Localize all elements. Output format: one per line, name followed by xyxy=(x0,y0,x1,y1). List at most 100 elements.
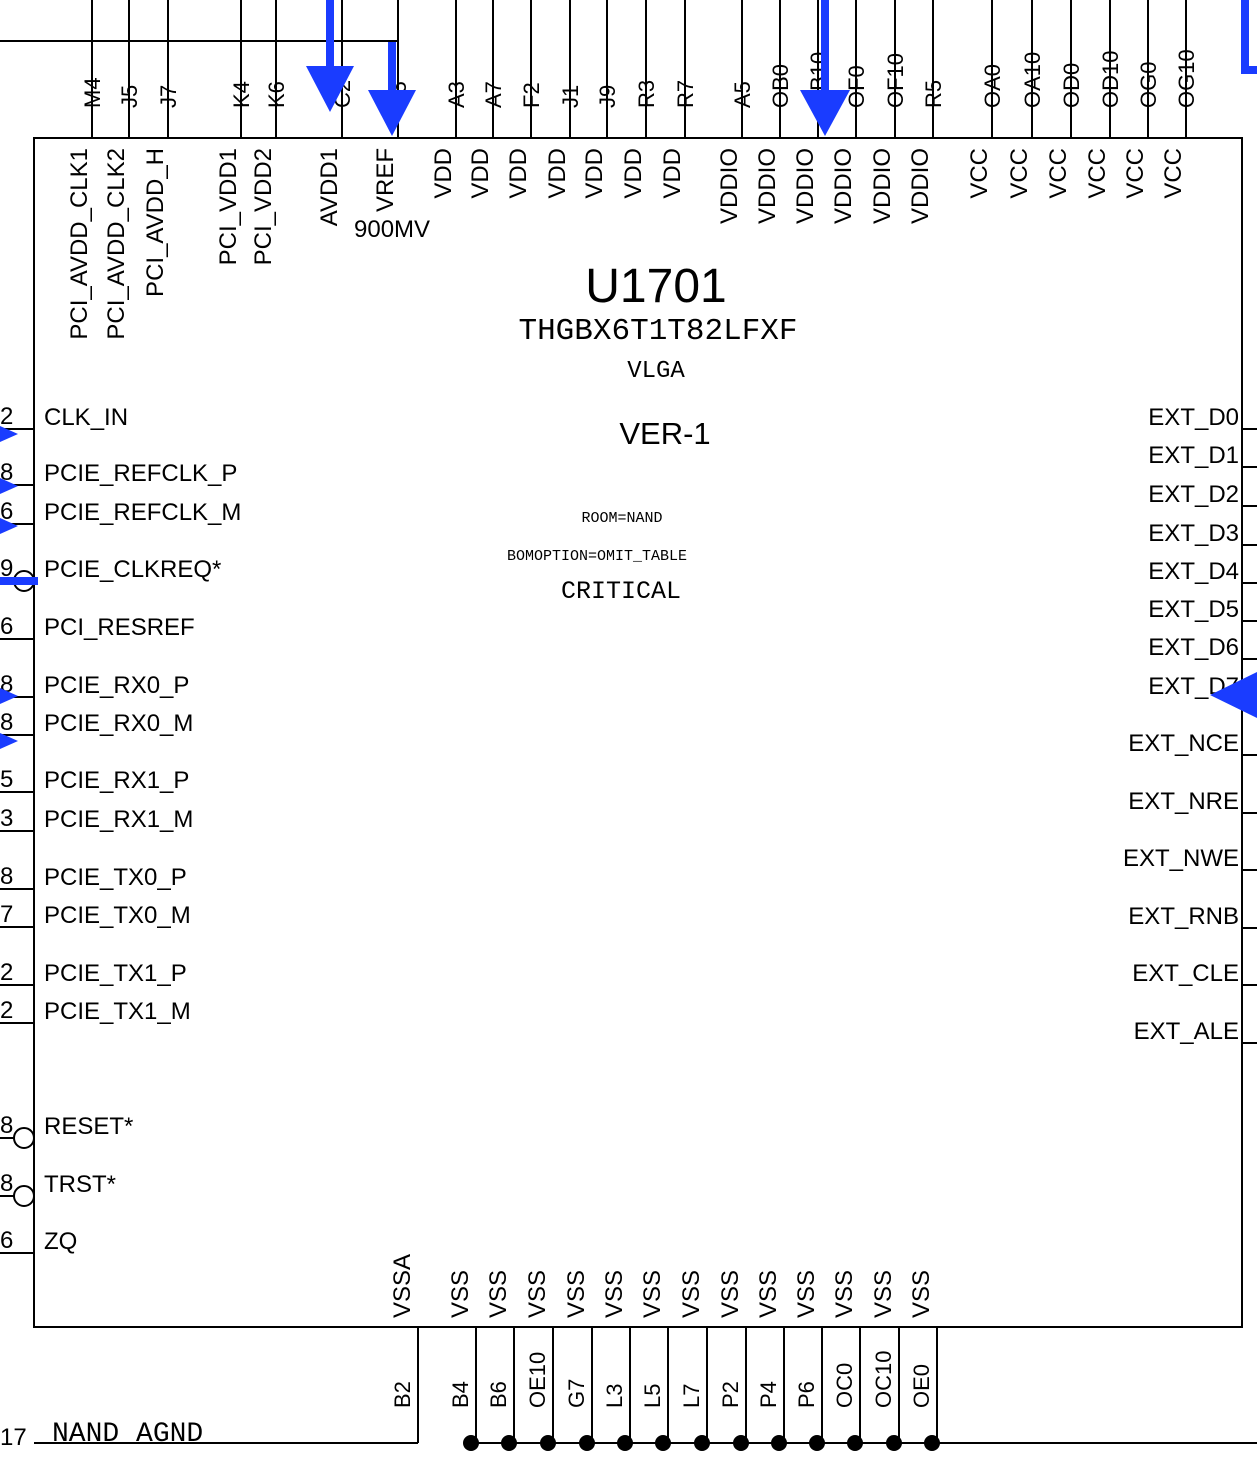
right-pin-group: EXT_D0 EXT_D1 EXT_D2 EXT_D3 EXT_D4 EXT_D5 EXT_… xyxy=(1123,404,1257,1045)
right-pin-name: EXT_D4 xyxy=(1148,558,1239,585)
top-pin-id: J7 xyxy=(156,85,181,108)
bottom-pin-id: OE0 xyxy=(909,1364,934,1408)
right-pin-name: EXT_D6 xyxy=(1148,634,1239,661)
bottom-pin-name: VSS xyxy=(717,1270,744,1318)
top-pin-id: M4 xyxy=(80,77,105,108)
bottom-pin-id: P4 xyxy=(756,1381,781,1408)
left-pin-number: 8 xyxy=(0,459,13,486)
agnd-net-label: NAND_AGND xyxy=(52,1419,203,1450)
bottom-pin-id: L3 xyxy=(602,1384,627,1408)
bottom-pin-id: OC10 xyxy=(871,1351,896,1408)
top-pin-id: OA0 xyxy=(980,64,1005,108)
left-pin-name: TRST* xyxy=(44,1171,116,1198)
annotation-arrows xyxy=(0,0,1257,749)
left-pin-number: 3 xyxy=(0,805,13,832)
right-pin-name: EXT_D5 xyxy=(1148,596,1239,623)
left-pin-name: PCIE_RX0_P xyxy=(44,672,189,699)
left-pin-number: 5 xyxy=(0,766,13,793)
bottom-pin-id: G7 xyxy=(564,1379,589,1408)
left-pin-name: PCIE_RX0_M xyxy=(44,710,193,737)
top-pin-name: VCC xyxy=(1084,148,1111,199)
bottom-pin-name: VSS xyxy=(524,1270,551,1318)
chip-version: VER-1 xyxy=(619,416,710,451)
top-pin-id: J5 xyxy=(117,85,142,108)
left-pin-group: 2 CLK_IN 8 PCIE_REFCLK_P 6 PCIE_REFCLK_M 9 PCIE… xyxy=(0,403,241,1255)
left-pin-number: 9 xyxy=(0,555,13,582)
left-pin-number: 2 xyxy=(0,959,13,986)
top-pin-name: VDD xyxy=(430,148,457,199)
top-pin-name: AVDD1 xyxy=(316,148,343,226)
left-pin-number: 8 xyxy=(0,863,13,890)
top-pin-name: VCC xyxy=(1045,148,1072,199)
bottom-pin-name: VSS xyxy=(563,1270,590,1318)
top-pin-name: VDD xyxy=(505,148,532,199)
bottom-pin-name: VSS xyxy=(870,1270,897,1318)
right-pin-name: EXT_D2 xyxy=(1148,481,1239,508)
left-pin-name: PCIE_REFCLK_P xyxy=(44,460,237,487)
top-pin-name: PCI_VDD2 xyxy=(250,148,277,265)
bottom-pin-id: L7 xyxy=(679,1384,704,1408)
top-pin-id: A3 xyxy=(444,81,469,108)
top-pin-id: R3 xyxy=(634,80,659,108)
top-pin-group: M4 PCI_AVDD_CLK1 J5 PCI_AVDD_CLK2 J7 PCI_AVDD… xyxy=(66,0,1199,340)
top-pin-id: OF0 xyxy=(844,65,869,108)
top-pin-id: A7 xyxy=(481,81,506,108)
vref-voltage-note: 900MV xyxy=(354,216,430,243)
active-low-bubble xyxy=(13,1185,35,1207)
top-pin-id: A5 xyxy=(730,81,755,108)
bottom-pin-name: VSS xyxy=(447,1270,474,1318)
top-pin-id: OG10 xyxy=(1174,49,1199,108)
top-pin-name: VCC xyxy=(1122,148,1149,199)
top-pin-id: OB0 xyxy=(768,64,793,108)
left-pin-name: PCI_RESREF xyxy=(44,614,195,641)
active-low-bubble xyxy=(13,1127,35,1149)
left-pin-number: 6 xyxy=(0,1227,13,1254)
top-pin-id: K4 xyxy=(229,81,254,108)
right-pin-name: EXT_D3 xyxy=(1148,520,1239,547)
top-pin-name: VDDIO xyxy=(830,148,857,224)
bottom-pin-group: VSSA B2 VSS B4 VSS B6 VSS OE10 VSS G7 VSS L3 VSS L5 VS… xyxy=(389,1254,940,1451)
top-pin-id: R7 xyxy=(673,80,698,108)
left-pin-name: ZQ xyxy=(44,1228,77,1255)
bottom-pin-name: VSS xyxy=(485,1270,512,1318)
arrow-head-refclk-p xyxy=(0,478,18,494)
chip-package: VLGA xyxy=(627,358,685,385)
bottom-pin-id: P2 xyxy=(718,1381,743,1408)
left-pin-name: PCIE_TX0_P xyxy=(44,864,187,891)
chip-refdes: U1701 xyxy=(585,260,726,313)
right-pin-name: EXT_NWE xyxy=(1123,845,1239,872)
right-pin-name: EXT_D1 xyxy=(1148,442,1239,469)
top-pin-id: OF10 xyxy=(883,53,908,108)
bottom-pin-name: VSS xyxy=(793,1270,820,1318)
left-pin-number: 2 xyxy=(0,403,13,430)
bottom-pin-name: VSS xyxy=(755,1270,782,1318)
top-pin-name: VDDIO xyxy=(716,148,743,224)
top-pin-name: PCI_AVDD_H xyxy=(142,148,169,297)
left-pin-number: 7 xyxy=(0,901,13,928)
top-pin-name: VREF xyxy=(372,148,399,212)
top-pin-id: J1 xyxy=(558,85,583,108)
top-pin-id: OD0 xyxy=(1059,63,1084,108)
top-pin-name: VDD xyxy=(659,148,686,199)
left-pin-number: 6 xyxy=(0,498,13,525)
arrow-head-vddio xyxy=(800,90,850,136)
bottom-pin-name: VSSA xyxy=(389,1254,416,1318)
corner-bracket xyxy=(1241,0,1257,74)
arrow-head-rx0-p xyxy=(0,688,18,704)
top-pin-name: PCI_AVDD_CLK2 xyxy=(103,148,130,340)
bottom-pin-id: OC0 xyxy=(832,1363,857,1408)
right-pin-name: EXT_RNB xyxy=(1128,903,1239,930)
top-pin-name: VDD xyxy=(620,148,647,199)
left-pin-number: 8 xyxy=(0,709,13,736)
left-pin-name: PCIE_TX1_M xyxy=(44,998,191,1025)
top-pin-name: VDDIO xyxy=(754,148,781,224)
arrow-head-avdd1 xyxy=(306,66,354,112)
top-pin-id: OD10 xyxy=(1098,51,1123,108)
top-pin-id: F2 xyxy=(519,82,544,108)
left-pin-name: RESET* xyxy=(44,1113,133,1140)
bottom-pin-id: B6 xyxy=(486,1381,511,1408)
left-pin-name: PCIE_RX1_P xyxy=(44,767,189,794)
bottom-pin-id: L5 xyxy=(640,1384,665,1408)
chip-bom-option: BOMOPTION=OMIT_TABLE xyxy=(507,548,687,565)
